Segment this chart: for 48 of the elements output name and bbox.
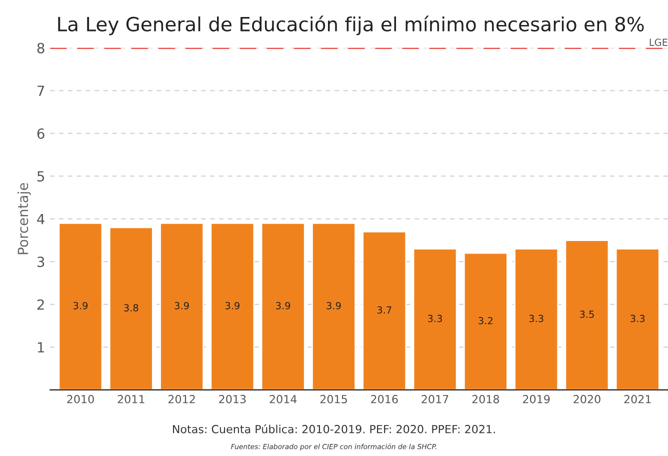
x-tick-label: 2014 <box>270 394 297 404</box>
bar <box>564 240 610 390</box>
x-tick-label: 2017 <box>422 394 448 404</box>
data-label: 3.3 <box>529 314 544 322</box>
bar <box>210 222 255 390</box>
y-tick-label: 4 <box>37 214 44 224</box>
x-tick-label: 2011 <box>118 394 144 404</box>
y-tick-label: 8 <box>37 42 44 54</box>
bar <box>108 226 154 390</box>
bar <box>362 231 407 390</box>
bar <box>160 222 204 390</box>
x-tick-label: 2020 <box>574 394 600 404</box>
data-label: 3.9 <box>74 302 88 310</box>
x-tick-label: 2018 <box>472 394 500 404</box>
bar <box>463 252 508 390</box>
data-label: 3.9 <box>326 302 341 310</box>
data-label: 3.2 <box>478 316 492 324</box>
data-label: 3.7 <box>377 306 392 314</box>
x-tick-label: 2013 <box>219 394 246 404</box>
x-tick-label: 2019 <box>522 394 550 404</box>
y-tick-label: 1 <box>38 342 44 352</box>
data-label: 3.3 <box>630 314 645 322</box>
y-axis-title: Porcentaje <box>17 183 31 254</box>
y-tick-label: 2 <box>37 299 44 310</box>
data-label: 3.9 <box>225 302 240 310</box>
data-label: 3.9 <box>174 302 189 310</box>
bar <box>312 222 356 390</box>
x-tick-label: 2021 <box>624 394 651 404</box>
x-tick-label: 2016 <box>371 394 398 404</box>
bar <box>615 248 660 390</box>
bar <box>412 248 458 390</box>
bar <box>260 222 306 390</box>
text: Notas: Cuenta Pública: 2010-2019. PEF: 2020. PPEF: 2021. <box>172 424 495 434</box>
chart-title: La Ley General de Educación fija el mínimo necesario en 8% <box>58 16 644 36</box>
data-label: 3.9 <box>276 302 290 310</box>
x-tick-label: 2010 <box>67 394 94 404</box>
y-tick-label: 7 <box>38 86 44 96</box>
x-tick-label: 2012 <box>168 394 195 404</box>
y-tick-label: 6 <box>37 128 44 139</box>
data-label: 3.3 <box>428 314 442 322</box>
ref-line-label: LGE <box>650 38 668 46</box>
bar <box>514 248 559 390</box>
y-tick-label: 3 <box>37 256 44 268</box>
bar <box>58 222 103 390</box>
data-label: 3.8 <box>124 304 138 312</box>
y-tick-label: 5 <box>37 171 44 182</box>
data-label: 3.5 <box>580 310 594 318</box>
x-tick-label: 2015 <box>320 394 347 404</box>
